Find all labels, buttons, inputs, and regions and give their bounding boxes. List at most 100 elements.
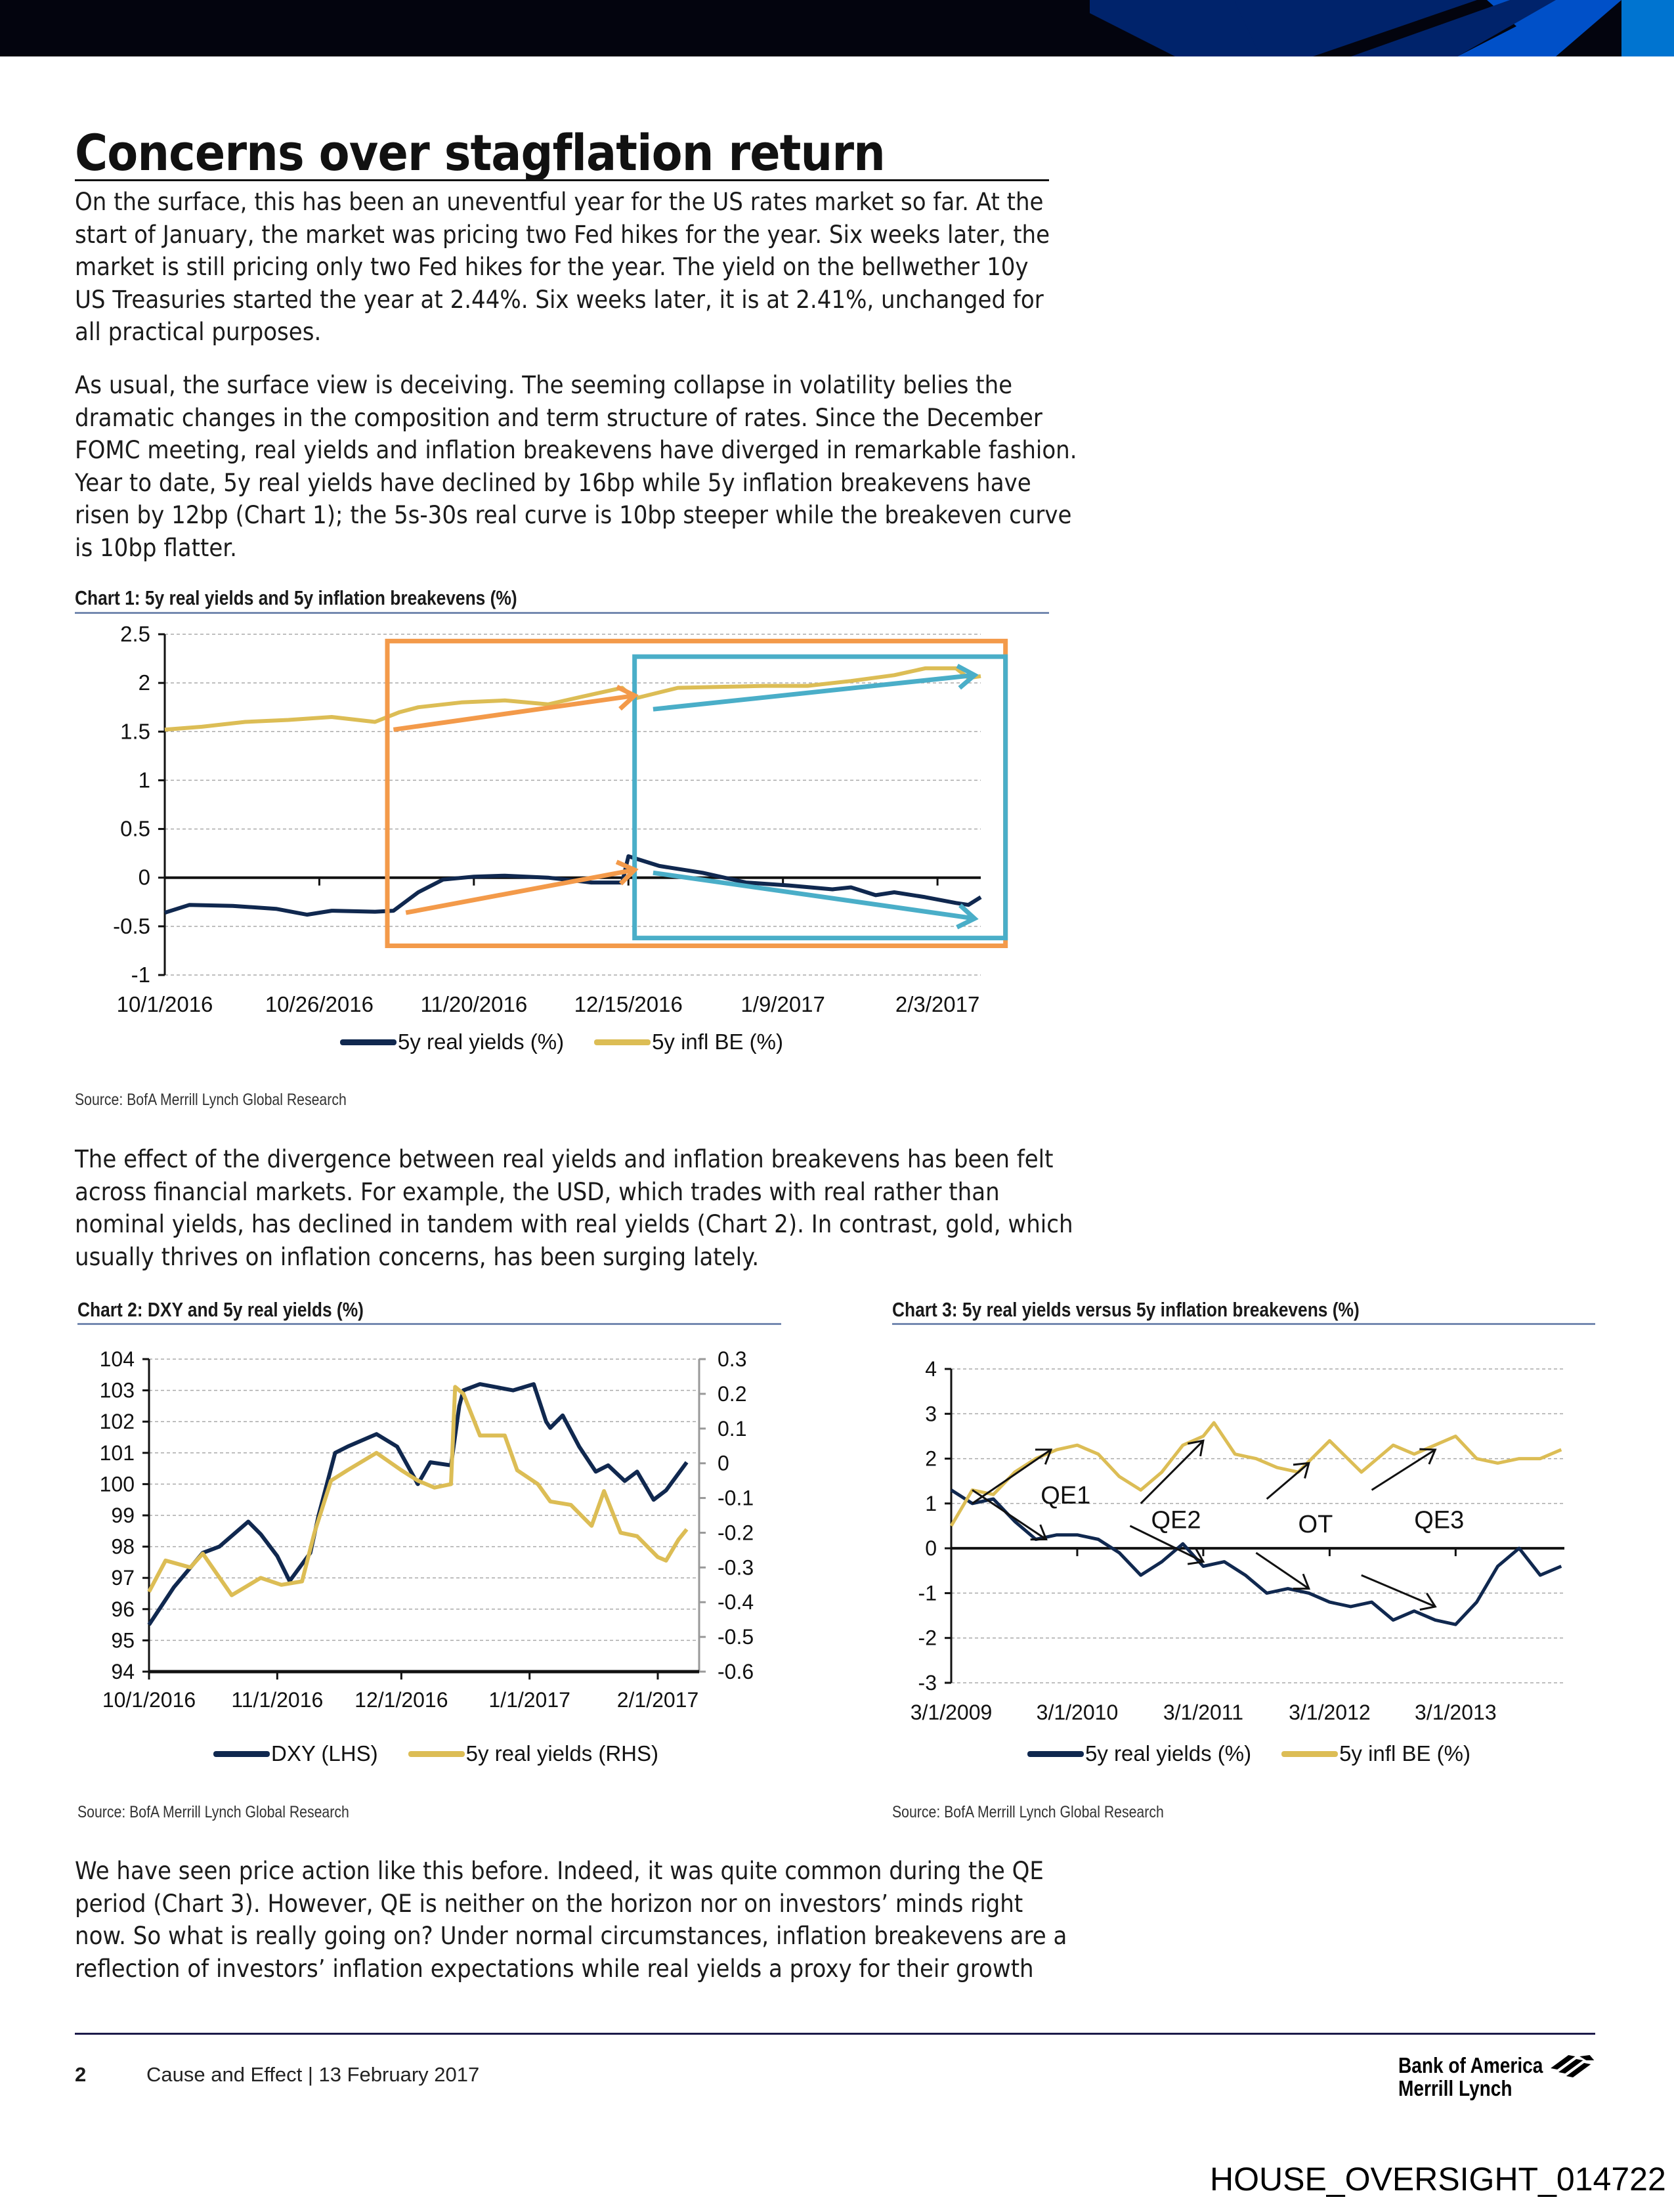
chart-1-legend: 5y real yields (%) 5y infl BE (%) bbox=[340, 1030, 813, 1054]
legend-swatch bbox=[408, 1750, 465, 1757]
y-tick-label: 1 bbox=[925, 1492, 937, 1515]
series-line-b bbox=[164, 666, 981, 732]
legend-item-dxy: DXY (LHS) bbox=[213, 1741, 378, 1766]
y-tick-label: -1 bbox=[918, 1581, 937, 1605]
x-tick-label: 3/1/2009 bbox=[911, 1701, 993, 1724]
text-line: As usual, the surface view is deceiving.… bbox=[75, 371, 1013, 399]
y-tick-label: 100 bbox=[100, 1472, 135, 1496]
footer-rule bbox=[75, 2033, 1595, 2035]
y-tick-label: 1 bbox=[139, 768, 150, 792]
y-tick-label: 2.5 bbox=[120, 622, 150, 646]
legend-swatch bbox=[1027, 1750, 1084, 1757]
series-line-a bbox=[164, 854, 982, 917]
footer-text: Cause and Effect | 13 February 2017 bbox=[146, 2063, 480, 2086]
y2-tick-label: 0 bbox=[718, 1452, 729, 1475]
y-tick-label: 99 bbox=[111, 1504, 135, 1527]
y-tick-label: 0.5 bbox=[120, 817, 150, 841]
flag-logo-icon bbox=[1551, 2055, 1595, 2077]
paragraph-3: The effect of the divergence between rea… bbox=[75, 1143, 1073, 1273]
legend-label: DXY (LHS) bbox=[271, 1741, 378, 1766]
arrow-head-icon bbox=[1187, 1548, 1205, 1565]
y-tick-label: 1.5 bbox=[120, 719, 150, 743]
text-line: risen by 12bp (Chart 1); the 5s-30s real… bbox=[75, 501, 1072, 529]
x-tick-label: 3/1/2010 bbox=[1037, 1701, 1119, 1724]
annotation-arrow bbox=[405, 867, 635, 915]
y-tick-label: 0 bbox=[139, 865, 150, 890]
x-tick-label: 12/15/2016 bbox=[574, 992, 683, 1016]
annotation-label: OT bbox=[1298, 1511, 1333, 1538]
arrow-head-icon bbox=[1188, 1439, 1205, 1457]
legend-swatch bbox=[594, 1039, 651, 1045]
y-tick-label: 2 bbox=[139, 670, 150, 695]
annotation-arrow bbox=[653, 672, 975, 712]
legend-item-real-yields: 5y real yields (%) bbox=[1027, 1741, 1251, 1766]
x-tick-label: 11/20/2016 bbox=[420, 992, 527, 1016]
logo-line-1: Bank of America bbox=[1398, 2053, 1543, 2077]
text-line: market is still pricing only two Fed hik… bbox=[75, 253, 1029, 281]
arrow-head-icon bbox=[956, 663, 979, 690]
text-line: dramatic changes in the composition and … bbox=[75, 403, 1042, 432]
y-tick-label: -2 bbox=[918, 1626, 937, 1650]
arrow-head-icon bbox=[616, 684, 639, 711]
legend-item-breakevens: 5y infl BE (%) bbox=[1281, 1741, 1470, 1766]
annotation-arrow bbox=[1255, 1551, 1310, 1590]
page-number: 2 bbox=[75, 2063, 87, 2086]
x-tick-label: 3/1/2012 bbox=[1289, 1701, 1371, 1724]
y-tick-label: 0 bbox=[925, 1536, 937, 1560]
annotation-arrow bbox=[1140, 1440, 1204, 1504]
text-line: usually thrives on inflation concerns, h… bbox=[75, 1242, 760, 1271]
text-line: is 10bp flatter. bbox=[75, 533, 237, 562]
x-tick-label: 2/3/2017 bbox=[895, 992, 979, 1016]
annotation-box bbox=[632, 654, 1008, 941]
annotation-arrow bbox=[972, 1489, 1047, 1540]
arrow-head-icon bbox=[1419, 1592, 1437, 1611]
paragraph-1: On the surface, this has been an unevent… bbox=[75, 186, 1050, 349]
annotation-arrow bbox=[1361, 1574, 1436, 1608]
x-tick-label: 11/1/2016 bbox=[231, 1688, 323, 1712]
annotation-arrow bbox=[653, 870, 976, 921]
y-tick-label: 101 bbox=[100, 1441, 135, 1465]
x-tick-label: 10/1/2016 bbox=[117, 992, 213, 1016]
x-tick-label: 10/1/2016 bbox=[102, 1688, 196, 1712]
document-stamp: HOUSE_OVERSIGHT_014722 bbox=[1210, 2161, 1666, 2198]
x-tick-label: 10/26/2016 bbox=[265, 992, 374, 1016]
page-title: Concerns over stagflation return bbox=[75, 123, 886, 182]
y2-tick-label: -0.4 bbox=[718, 1590, 754, 1614]
y2-tick-label: -0.6 bbox=[718, 1660, 754, 1683]
annotation-arrow bbox=[393, 693, 635, 732]
chart-3-title: Chart 3: 5y real yields versus 5y inflat… bbox=[892, 1298, 1360, 1321]
arrow-head-icon bbox=[615, 859, 639, 886]
text-line: all practical purposes. bbox=[75, 318, 322, 346]
y2-tick-label: 0.3 bbox=[718, 1347, 746, 1371]
annotation-label: QE2 bbox=[1151, 1506, 1201, 1534]
annotation-arrow bbox=[972, 1448, 1052, 1505]
y2-tick-label: -0.1 bbox=[718, 1486, 754, 1510]
y-tick-label: 2 bbox=[925, 1447, 937, 1471]
paragraph-4: We have seen price action like this befo… bbox=[75, 1855, 1067, 1985]
arrow-head-icon bbox=[1035, 1448, 1053, 1465]
x-tick-label: 3/1/2013 bbox=[1415, 1701, 1497, 1724]
banner-graphic bbox=[0, 0, 1674, 56]
legend-swatch bbox=[340, 1039, 397, 1045]
legend-swatch bbox=[213, 1750, 270, 1757]
x-tick-label: 1/1/2017 bbox=[488, 1688, 570, 1712]
text-line: FOMC meeting, real yields and inflation … bbox=[75, 436, 1077, 464]
y-tick-label: -0.5 bbox=[113, 914, 150, 938]
chart-2-source: Source: BofA Merrill Lynch Global Resear… bbox=[77, 1803, 349, 1821]
y-tick-label: 98 bbox=[111, 1535, 135, 1559]
y2-tick-label: -0.5 bbox=[718, 1625, 754, 1649]
y-tick-label: 3 bbox=[925, 1402, 937, 1425]
text-line: We have seen price action like this befo… bbox=[75, 1857, 1044, 1885]
x-tick-label: 12/1/2016 bbox=[354, 1688, 448, 1712]
chart-1-title: Chart 1: 5y real yields and 5y inflation… bbox=[75, 586, 517, 609]
legend-item-breakevens: 5y infl BE (%) bbox=[594, 1030, 783, 1054]
y-tick-label: 96 bbox=[111, 1597, 135, 1621]
text-line: The effect of the divergence between rea… bbox=[75, 1145, 1054, 1173]
y2-tick-label: -0.2 bbox=[718, 1521, 754, 1544]
legend-item-real-yields: 5y real yields (RHS) bbox=[408, 1741, 658, 1766]
header-banner bbox=[0, 0, 1674, 56]
logo-line-2: Merrill Lynch bbox=[1398, 2076, 1513, 2100]
